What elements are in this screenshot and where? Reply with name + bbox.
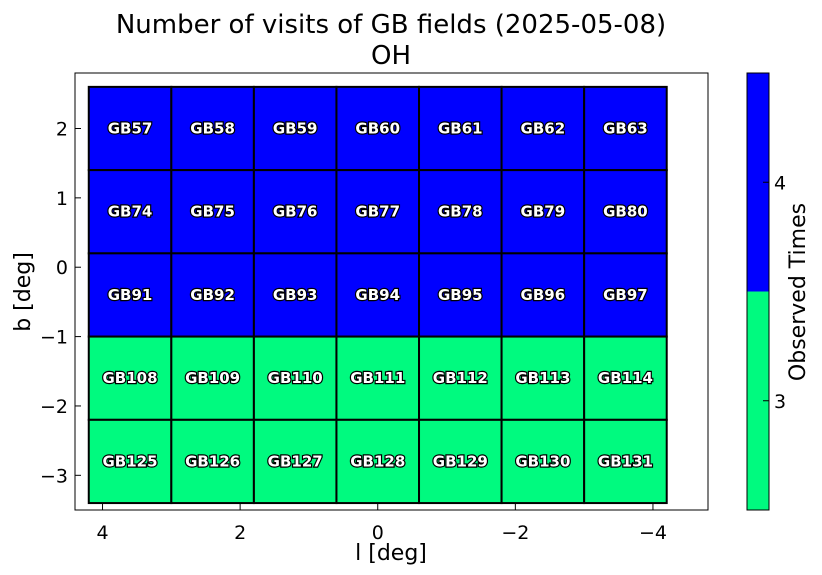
field-label-gb77: GB77 (355, 203, 400, 221)
field-cell-gb130 (500, 418, 586, 505)
field-label-gb128: GB128 (350, 452, 405, 470)
x-axis-label: l [deg] (355, 541, 427, 566)
y-tick-label: 2 (56, 118, 68, 140)
field-label-gb95: GB95 (438, 286, 483, 304)
field-grid: GB57 GB58 GB59 GB60 GB61 GB62 GB63 GB74 GB75 GB76… (87, 85, 668, 505)
field-label-gb113: GB113 (515, 369, 570, 387)
field-label-gb108: GB108 (103, 369, 158, 387)
field-cell-gb92 (170, 252, 255, 338)
colorbar-segment-3 (747, 291, 769, 510)
field-cell-gb95 (418, 252, 503, 338)
x-tick-label: −2 (501, 522, 529, 544)
chart-title: Number of visits of GB fields (2025-05-0… (116, 10, 666, 40)
field-cell-gb63 (583, 85, 668, 172)
field-label-gb60: GB60 (355, 119, 400, 137)
field-cell-gb91 (87, 252, 173, 338)
x-axis-ticks: 4 2 0 −2 −4 (96, 504, 667, 544)
field-label-gb93: GB93 (273, 286, 318, 304)
y-tick-label: 0 (56, 257, 68, 279)
field-label-gb127: GB127 (268, 452, 323, 470)
field-label-gb61: GB61 (438, 119, 483, 137)
field-label-gb96: GB96 (521, 286, 566, 304)
field-cell-gb108 (87, 335, 173, 421)
field-cell-gb61 (418, 85, 503, 172)
field-cell-gb112 (418, 335, 503, 421)
field-cell-gb114 (583, 335, 668, 421)
field-cell-gb97 (583, 252, 668, 338)
field-label-gb76: GB76 (273, 203, 318, 221)
field-label-gb63: GB63 (603, 119, 648, 137)
field-label-gb59: GB59 (273, 119, 318, 137)
field-label-gb74: GB74 (108, 203, 153, 221)
field-cell-gb79 (500, 169, 586, 255)
colorbar-tick-label: 4 (774, 172, 786, 194)
field-cell-gb113 (500, 335, 586, 421)
field-cell-gb57 (87, 85, 173, 172)
x-tick-label: −4 (639, 522, 667, 544)
field-label-gb91: GB91 (108, 286, 153, 304)
x-tick-label: 2 (234, 522, 246, 544)
x-tick-label: 0 (372, 522, 384, 544)
field-label-gb80: GB80 (603, 203, 648, 221)
field-label-gb111: GB111 (350, 369, 405, 387)
y-axis-label: b [deg] (11, 252, 36, 332)
x-tick-label: 4 (96, 522, 108, 544)
field-label-gb125: GB125 (103, 452, 158, 470)
field-label-gb126: GB126 (185, 452, 240, 470)
field-cell-gb96 (500, 252, 586, 338)
colorbar-tick-label: 3 (774, 391, 786, 413)
colorbar-segment-4 (747, 73, 769, 292)
field-label-gb75: GB75 (190, 203, 235, 221)
field-label-gb114: GB114 (598, 369, 653, 387)
colorbar-label: Observed Times (786, 203, 811, 381)
field-label-gb62: GB62 (521, 119, 566, 137)
field-label-gb94: GB94 (355, 286, 400, 304)
field-label-gb112: GB112 (433, 369, 488, 387)
field-cell-gb75 (170, 169, 255, 255)
field-label-gb129: GB129 (433, 452, 488, 470)
field-cell-gb93 (252, 252, 338, 338)
field-label-gb57: GB57 (108, 119, 153, 137)
y-tick-label: 1 (56, 188, 68, 210)
field-cell-gb77 (335, 169, 421, 255)
colorbar-segments (747, 73, 769, 510)
field-label-gb79: GB79 (521, 203, 566, 221)
y-tick-label: −2 (40, 396, 68, 418)
field-cell-gb126 (170, 418, 255, 505)
field-label-gb58: GB58 (190, 119, 235, 137)
field-label-gb130: GB130 (515, 452, 570, 470)
field-label-gb131: GB131 (598, 452, 653, 470)
y-axis-ticks: 2 1 0 −1 −2 −3 (40, 118, 81, 487)
colorbar-frame (746, 72, 770, 511)
plot-axes: GB57 GB58 GB59 GB60 GB61 GB62 GB63 GB74 GB75 GB76… (40, 72, 709, 544)
field-label-gb92: GB92 (190, 286, 235, 304)
field-label-gb97: GB97 (603, 286, 648, 304)
y-tick-label: −3 (40, 465, 68, 487)
field-label-gb78: GB78 (438, 203, 483, 221)
field-cell-gb94 (335, 252, 421, 338)
field-label-gb110: GB110 (268, 369, 323, 387)
field-cell-gb129 (418, 418, 503, 505)
chart-subtitle: OH (371, 41, 411, 71)
field-label-gb109: GB109 (185, 369, 240, 387)
y-tick-label: −1 (40, 327, 68, 349)
field-cell-gb131 (583, 418, 668, 505)
colorbar: 34 Observed Times (746, 72, 811, 511)
colorbar-ticks: 34 (763, 172, 786, 413)
